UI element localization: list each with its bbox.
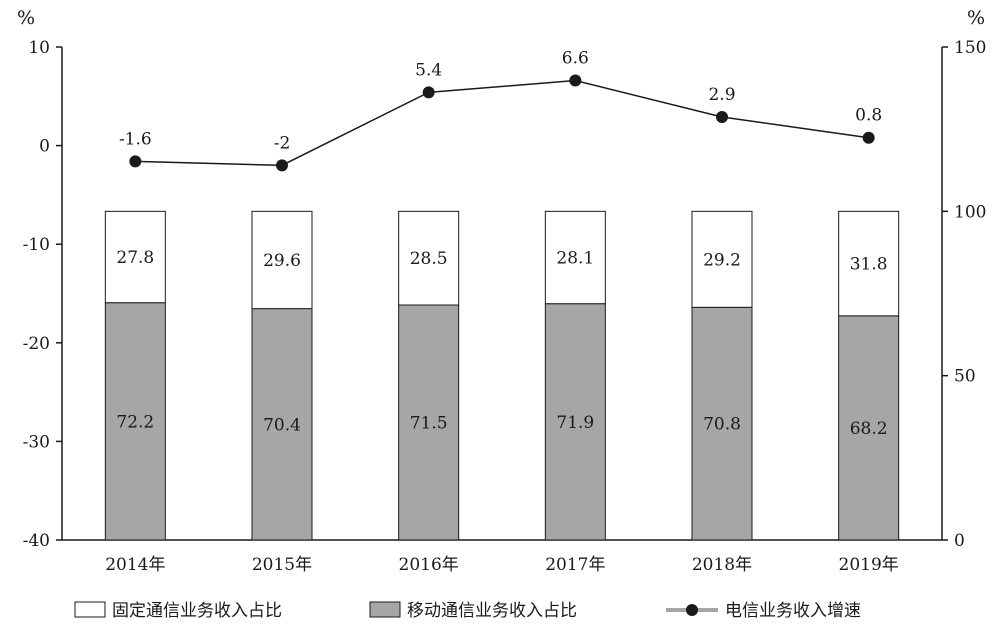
- bar-mobile: [838, 315, 900, 541]
- x-axis-tick-label: 2015年: [252, 555, 312, 575]
- right-axis-tick-label: 0: [954, 531, 965, 551]
- growth-value-label: 5.4: [415, 60, 442, 80]
- right-axis-tick-label: 50: [954, 367, 976, 387]
- growth-value-label: 2.9: [708, 85, 735, 105]
- stacked-bars: 72.2 27.8 70.4 29.6 71.5 28.5 71.9 28.1 70.8 29.2…: [104, 210, 900, 541]
- bar-mobile-value-label: 71.5: [410, 414, 448, 434]
- left-axis-tick-label: 0: [39, 137, 50, 157]
- left-axis-tick-label: -10: [23, 235, 50, 255]
- right-axis-tick-label: 150: [954, 38, 986, 58]
- growth-line-series: -1.6 -2 5.4 6.6 2.9 0.8: [119, 49, 882, 172]
- bar-mobile: [544, 303, 606, 541]
- legend-marker-growth: [686, 604, 698, 616]
- x-axis-tick-label: 2017年: [545, 555, 605, 575]
- legend-label-fixed: 固定通信业务收入占比: [112, 601, 282, 621]
- bar-fixed: [398, 210, 460, 306]
- left-axis-tick-label: -20: [23, 334, 50, 354]
- bar-mobile-value-label: 70.4: [263, 415, 301, 435]
- growth-point: [422, 86, 435, 99]
- bar-fixed: [104, 210, 166, 304]
- bar-fixed-value-label: 31.8: [850, 255, 888, 275]
- bar-mobile: [691, 306, 753, 541]
- x-axis-tick-label: 2016年: [399, 555, 459, 575]
- bar-fixed-value-label: 28.1: [556, 249, 594, 269]
- growth-value-label: -1.6: [119, 129, 152, 149]
- growth-point: [862, 131, 875, 144]
- x-axis-labels: 2014年 2015年 2016年 2017年 2018年 2019年: [105, 555, 899, 575]
- left-axis-tick-label: -40: [23, 531, 50, 551]
- left-axis-tick-label: 10: [28, 38, 50, 58]
- x-axis-tick-label: 2018年: [692, 555, 752, 575]
- axes: % %: [17, 7, 985, 541]
- growth-value-label: -2: [274, 133, 291, 153]
- bar-fixed-value-label: 29.2: [703, 250, 741, 270]
- right-axis-tick-label: 100: [954, 202, 986, 222]
- bar-mobile-value-label: 68.2: [850, 419, 888, 439]
- bar-fixed-value-label: 29.6: [263, 251, 301, 271]
- bar-mobile-value-label: 71.9: [556, 413, 594, 433]
- bar-fixed-value-label: 27.8: [116, 248, 154, 268]
- left-axis-unit: %: [17, 7, 35, 29]
- bar-fixed: [838, 210, 900, 317]
- legend-label-growth: 电信业务收入增速: [725, 601, 861, 621]
- legend-label-mobile: 移动通信业务收入占比: [407, 601, 577, 621]
- bar-mobile: [104, 302, 166, 541]
- growth-point: [716, 111, 728, 124]
- left-axis-ticks: -40 -30 -20 -10 0 10: [23, 38, 62, 551]
- legend-swatch-mobile: [369, 601, 401, 618]
- x-axis-tick-label: 2019年: [839, 555, 899, 575]
- growth-line: [135, 79, 869, 167]
- bar-mobile-value-label: 70.8: [703, 415, 741, 435]
- legend-swatch-fixed: [74, 601, 106, 618]
- left-axis-tick-label: -30: [23, 432, 50, 452]
- right-axis-unit: %: [967, 7, 985, 29]
- bar-fixed-value-label: 28.5: [410, 249, 448, 269]
- x-axis-tick-label: 2014年: [105, 555, 165, 575]
- growth-point: [276, 159, 288, 172]
- bar-fixed: [251, 210, 313, 310]
- legend: 固定通信业务收入占比 移动通信业务收入占比 电信业务收入增速: [74, 601, 861, 621]
- growth-point: [569, 74, 582, 87]
- bar-mobile: [398, 304, 460, 541]
- right-axis-ticks: 0 50 100 150: [942, 38, 986, 551]
- growth-value-label: 0.8: [855, 106, 882, 126]
- bar-mobile-value-label: 72.2: [116, 412, 154, 432]
- bar-fixed: [691, 210, 753, 308]
- growth-point: [129, 155, 142, 168]
- bar-fixed: [544, 210, 606, 305]
- growth-value-label: 6.6: [562, 49, 589, 69]
